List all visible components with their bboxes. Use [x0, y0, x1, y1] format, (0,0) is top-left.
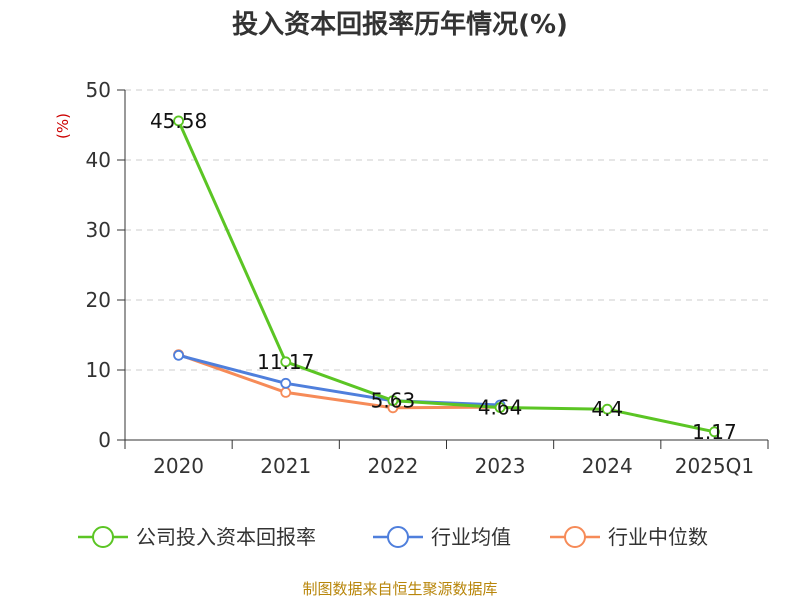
y-tick-label: 20	[86, 288, 111, 312]
data-label: 1.17	[692, 420, 737, 444]
y-tick-label: 30	[86, 218, 111, 242]
data-label: 11.17	[257, 350, 314, 374]
series-line	[177, 120, 715, 434]
y-axis-label: (%)	[54, 113, 72, 139]
y-tick-label: 50	[86, 78, 111, 102]
data-point	[387, 395, 399, 406]
data-point	[601, 403, 613, 415]
data-label: 45.58	[150, 109, 207, 133]
x-tick-label: 2022	[367, 454, 418, 478]
source-note: 制图数据来自恒生聚源数据库	[302, 580, 498, 598]
data-label: 5.63	[371, 389, 416, 413]
legend-label: 公司投入资本回报率	[136, 525, 316, 549]
data-point	[173, 349, 184, 361]
data-labels: 45.58 11.17 5.63 4.64 4.4 1.17	[150, 109, 737, 444]
legend-marker	[387, 526, 409, 548]
data-point	[173, 115, 184, 127]
x-tick-label: 2020	[153, 454, 204, 478]
x-tick-label: 2025Q1	[675, 454, 754, 478]
y-tick-label: 40	[86, 148, 111, 172]
x-tick-label: 2021	[260, 454, 311, 478]
gridlines	[125, 89, 768, 371]
legend: 公司投入资本回报率 行业均值 行业中位数	[78, 525, 708, 549]
series-line	[178, 353, 501, 410]
legend-label: 行业中位数	[608, 525, 708, 549]
data-point	[494, 402, 506, 413]
x-tick-label: 2024	[582, 454, 633, 478]
series-layer	[173, 115, 720, 438]
data-label: 4.4	[591, 397, 623, 421]
y-tick-label: 10	[86, 358, 111, 382]
data-label: 4.64	[478, 396, 523, 420]
data-point	[280, 356, 292, 368]
data-point	[709, 426, 720, 438]
data-point	[280, 377, 292, 389]
data-point	[280, 386, 292, 398]
x-tick-label: 2023	[475, 454, 526, 478]
legend-label: 行业均值	[431, 525, 511, 549]
y-tick-label: 0	[98, 428, 111, 452]
axes: 0 10 20 30 40 50 (%) 2020 2021 2022 2023 2024 2025Q1	[54, 78, 769, 478]
legend-marker	[92, 526, 114, 548]
legend-marker	[564, 526, 586, 548]
chart-title: 投入资本回报率历年情况(%)	[232, 10, 568, 40]
